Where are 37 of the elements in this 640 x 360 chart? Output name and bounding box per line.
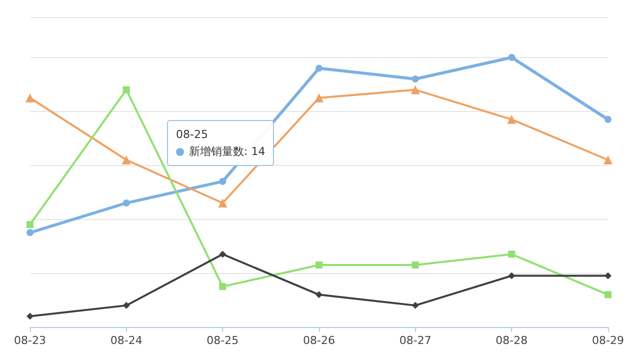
x-tick-label: 08-26: [303, 334, 335, 347]
point: [316, 262, 322, 268]
x-tick-label: 08-27: [399, 334, 432, 347]
point: [218, 198, 228, 208]
point: [412, 76, 419, 82]
annotation: 新增销量数: 14: [188, 144, 266, 160]
annotation: 08-25: [176, 127, 209, 143]
point: [122, 200, 130, 206]
point: [26, 312, 34, 320]
point: [410, 85, 420, 94]
x-tick-label: 08-23: [14, 334, 46, 347]
point: [508, 250, 516, 258]
point: [314, 93, 324, 102]
point: [26, 221, 34, 228]
point: [508, 272, 516, 280]
point: [26, 93, 34, 102]
point: [507, 114, 516, 124]
point: [604, 116, 612, 123]
point: [122, 155, 131, 164]
point: [122, 302, 130, 309]
x-tick-label: 08-29: [592, 334, 624, 347]
x-tick-label: 08-25: [206, 334, 239, 347]
point: [604, 272, 612, 280]
point: [604, 291, 612, 298]
point: [122, 86, 130, 94]
point: [219, 178, 226, 185]
point: [26, 229, 34, 236]
x-tick-label: 08-24: [110, 334, 142, 347]
point: [316, 291, 322, 298]
point: [508, 54, 516, 61]
x-tick-label: 08-28: [496, 334, 528, 347]
point: [412, 262, 419, 268]
point: [412, 302, 419, 309]
point: [219, 283, 226, 290]
point: [604, 155, 612, 164]
point: [219, 250, 226, 258]
point: [316, 64, 322, 72]
